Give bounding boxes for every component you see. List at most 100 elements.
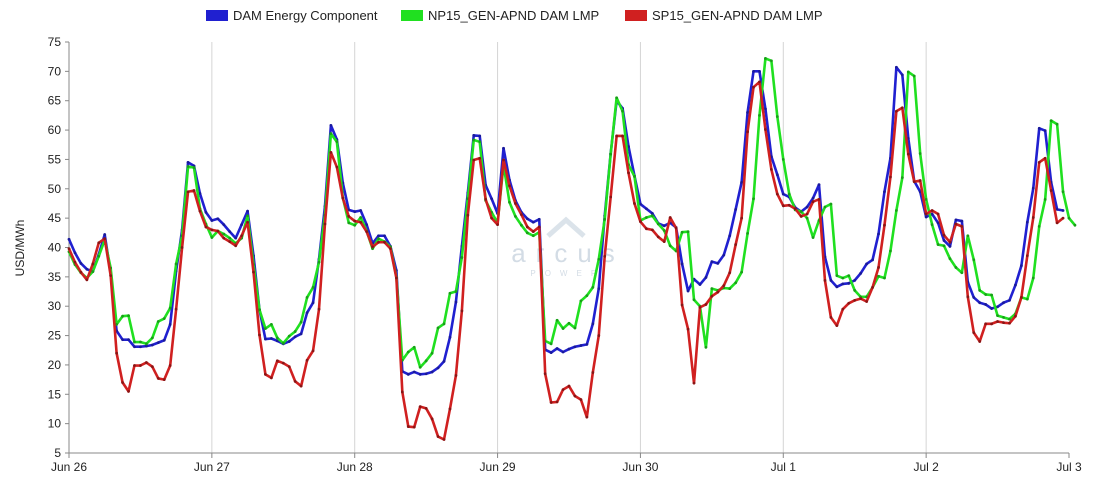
data-point[interactable] bbox=[781, 204, 785, 208]
data-point[interactable] bbox=[775, 173, 779, 177]
data-point[interactable] bbox=[758, 69, 761, 73]
data-point[interactable] bbox=[442, 322, 446, 326]
data-point[interactable] bbox=[811, 236, 815, 239]
data-point[interactable] bbox=[252, 270, 255, 274]
data-point[interactable] bbox=[234, 244, 238, 248]
data-point[interactable] bbox=[180, 246, 184, 249]
data-point[interactable] bbox=[978, 340, 982, 343]
data-point[interactable] bbox=[174, 307, 178, 311]
data-point[interactable] bbox=[168, 323, 172, 326]
data-point[interactable] bbox=[472, 133, 476, 137]
data-point[interactable] bbox=[960, 219, 964, 223]
data-point[interactable] bbox=[627, 171, 630, 175]
data-point[interactable] bbox=[799, 210, 803, 214]
data-point[interactable] bbox=[692, 381, 696, 385]
data-point[interactable] bbox=[162, 317, 166, 320]
data-point[interactable] bbox=[85, 267, 89, 271]
data-point[interactable] bbox=[740, 216, 744, 220]
data-point[interactable] bbox=[400, 390, 404, 394]
data-point[interactable] bbox=[139, 340, 142, 344]
data-point[interactable] bbox=[936, 221, 940, 225]
data-point[interactable] bbox=[918, 152, 922, 155]
data-point[interactable] bbox=[650, 214, 654, 218]
data-point[interactable] bbox=[734, 243, 738, 246]
data-point[interactable] bbox=[115, 351, 119, 355]
data-point[interactable] bbox=[287, 340, 291, 343]
data-point[interactable] bbox=[144, 361, 148, 364]
data-point[interactable] bbox=[865, 262, 869, 266]
data-point[interactable] bbox=[293, 330, 297, 333]
data-point[interactable] bbox=[383, 240, 386, 244]
data-point[interactable] bbox=[1014, 283, 1017, 287]
data-point[interactable] bbox=[103, 237, 107, 241]
data-point[interactable] bbox=[430, 370, 434, 374]
data-point[interactable] bbox=[716, 290, 720, 294]
data-point[interactable] bbox=[787, 203, 791, 207]
data-point[interactable] bbox=[1025, 254, 1029, 258]
data-point[interactable] bbox=[192, 189, 196, 192]
data-point[interactable] bbox=[103, 233, 107, 236]
data-point[interactable] bbox=[752, 85, 755, 89]
data-point[interactable] bbox=[912, 180, 916, 184]
data-point[interactable] bbox=[1043, 129, 1047, 133]
data-point[interactable] bbox=[805, 216, 809, 220]
data-point[interactable] bbox=[561, 327, 565, 330]
data-point[interactable] bbox=[1031, 186, 1035, 190]
data-point[interactable] bbox=[365, 230, 369, 234]
data-point[interactable] bbox=[1055, 122, 1059, 126]
data-point[interactable] bbox=[656, 235, 660, 239]
data-point[interactable] bbox=[1037, 126, 1041, 130]
data-point[interactable] bbox=[853, 288, 857, 292]
data-point[interactable] bbox=[269, 376, 273, 380]
data-point[interactable] bbox=[972, 331, 976, 335]
data-point[interactable] bbox=[644, 216, 648, 219]
data-point[interactable] bbox=[192, 166, 196, 170]
data-point[interactable] bbox=[585, 342, 589, 346]
data-point[interactable] bbox=[287, 365, 291, 369]
data-point[interactable] bbox=[1055, 221, 1059, 225]
data-point[interactable] bbox=[335, 140, 339, 144]
data-point[interactable] bbox=[359, 209, 363, 212]
data-point[interactable] bbox=[287, 334, 291, 338]
data-point[interactable] bbox=[740, 270, 744, 274]
data-point[interactable] bbox=[549, 342, 553, 346]
data-point[interactable] bbox=[174, 262, 178, 266]
data-point[interactable] bbox=[883, 223, 886, 227]
data-point[interactable] bbox=[531, 230, 535, 234]
data-point[interactable] bbox=[728, 234, 732, 238]
data-point[interactable] bbox=[525, 217, 529, 221]
data-point[interactable] bbox=[871, 258, 874, 262]
data-point[interactable] bbox=[430, 417, 434, 421]
data-point[interactable] bbox=[299, 320, 303, 324]
data-point[interactable] bbox=[1008, 317, 1011, 321]
data-point[interactable] bbox=[162, 338, 166, 342]
data-point[interactable] bbox=[329, 123, 333, 127]
data-point[interactable] bbox=[990, 293, 994, 297]
data-point[interactable] bbox=[769, 59, 773, 63]
data-point[interactable] bbox=[85, 278, 89, 282]
data-point[interactable] bbox=[579, 398, 583, 401]
data-point[interactable] bbox=[508, 184, 511, 188]
data-point[interactable] bbox=[133, 345, 136, 349]
data-point[interactable] bbox=[454, 374, 458, 377]
data-point[interactable] bbox=[936, 212, 940, 216]
data-point[interactable] bbox=[460, 309, 464, 313]
data-point[interactable] bbox=[519, 223, 523, 227]
data-point[interactable] bbox=[781, 158, 785, 161]
data-point[interactable] bbox=[811, 200, 815, 204]
data-point[interactable] bbox=[1067, 216, 1071, 220]
data-point[interactable] bbox=[460, 256, 464, 259]
data-point[interactable] bbox=[1037, 160, 1041, 164]
data-point[interactable] bbox=[597, 287, 601, 290]
data-point[interactable] bbox=[424, 406, 428, 410]
data-point[interactable] bbox=[275, 336, 279, 340]
data-point[interactable] bbox=[847, 274, 851, 278]
data-point[interactable] bbox=[746, 111, 749, 114]
data-point[interactable] bbox=[1025, 297, 1029, 301]
data-point[interactable] bbox=[1061, 209, 1065, 212]
data-point[interactable] bbox=[746, 232, 749, 235]
data-point[interactable] bbox=[769, 168, 773, 171]
data-point[interactable] bbox=[186, 190, 190, 194]
data-point[interactable] bbox=[972, 296, 976, 299]
data-point[interactable] bbox=[329, 150, 333, 154]
